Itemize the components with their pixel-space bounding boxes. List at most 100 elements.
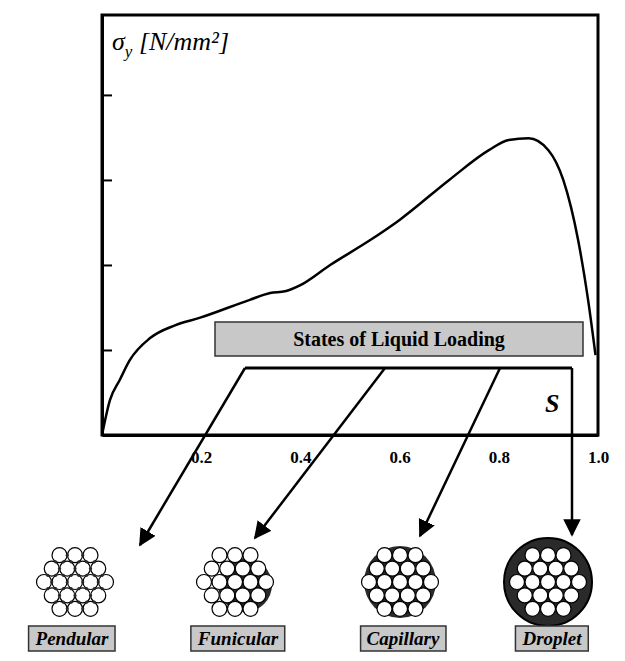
particle	[235, 588, 250, 603]
particle-diagram	[37, 548, 114, 617]
state-label-text: Pendular	[35, 628, 109, 649]
liquid-bridge	[77, 574, 80, 577]
state-label: Droplet	[515, 626, 588, 651]
liquid-bridge	[89, 594, 92, 597]
liquid-bridge	[66, 554, 69, 557]
particle-diagram	[197, 548, 274, 617]
arrow	[255, 368, 385, 538]
y-axis-line	[101, 16, 104, 436]
particle	[393, 575, 408, 590]
state-label-box	[29, 626, 115, 651]
liquid-bridge	[77, 587, 80, 590]
arrow	[420, 368, 500, 536]
x-tick: 0.8	[489, 435, 510, 467]
particle	[548, 561, 563, 576]
particle	[362, 575, 377, 590]
liquid-bridge	[85, 587, 88, 590]
particle	[83, 548, 98, 563]
x-tick-label: 0.8	[489, 448, 510, 467]
particle	[243, 601, 258, 616]
particle	[75, 561, 90, 576]
particle	[385, 588, 400, 603]
particle	[44, 588, 59, 603]
x-tick-label: 0.4	[290, 448, 312, 467]
particle	[517, 561, 532, 576]
particle	[212, 575, 227, 590]
particle	[243, 548, 258, 563]
liquid-bridge	[54, 601, 57, 604]
liquid-bridge	[70, 587, 73, 590]
liquid-bridge	[46, 574, 49, 577]
particle	[60, 561, 75, 576]
y-tick-mark	[102, 349, 112, 351]
liquid-bridge	[73, 594, 76, 597]
y-axis	[102, 16, 112, 436]
particle	[408, 575, 423, 590]
particle	[541, 601, 556, 616]
liquid-bridge	[93, 574, 96, 577]
particle	[75, 588, 90, 603]
particle	[212, 601, 227, 616]
liquid-bridge	[101, 574, 104, 577]
liquid-bridge	[93, 601, 96, 604]
particle	[37, 575, 52, 590]
particle	[541, 548, 556, 563]
particle	[400, 561, 415, 576]
data-line	[102, 138, 596, 435]
y-tick	[102, 95, 112, 96]
state-label-box	[191, 626, 285, 651]
particle	[212, 548, 227, 563]
state-label-box	[515, 626, 588, 651]
x-tick-label: 0.2	[191, 448, 212, 467]
particle	[204, 561, 219, 576]
liquid-bridge	[81, 607, 84, 610]
particle	[83, 601, 98, 616]
particle	[228, 601, 243, 616]
particle	[251, 561, 266, 576]
particle	[204, 588, 219, 603]
particle	[525, 548, 540, 563]
particle	[251, 588, 266, 603]
liquid-bridge	[70, 601, 73, 604]
particle	[416, 561, 431, 576]
particle	[243, 575, 258, 590]
liquid-bridge	[66, 607, 69, 610]
particle	[52, 575, 67, 590]
liquid-bridge	[58, 567, 61, 570]
particle	[99, 575, 114, 590]
particle	[533, 588, 548, 603]
particle-diagram	[504, 538, 592, 626]
liquid-bridge	[54, 574, 57, 577]
liquid-bridge	[58, 594, 61, 597]
particle	[385, 561, 400, 576]
liquid-bridge	[85, 574, 88, 577]
state-label-text: Capillary	[367, 628, 440, 649]
liquid-bridge	[93, 560, 96, 563]
liquid-bridge	[77, 560, 80, 563]
state-label-text: Droplet	[521, 628, 582, 649]
liquid-bridge	[101, 587, 104, 590]
y-tick	[102, 265, 112, 266]
liquid-bridge	[85, 601, 88, 604]
liquid-bridge	[46, 587, 49, 590]
y-tick	[102, 180, 112, 181]
liquid-bridge	[93, 587, 96, 590]
particle	[68, 601, 83, 616]
liquid-bridge	[81, 580, 84, 583]
particle	[416, 588, 431, 603]
x-tick: 0.4	[290, 435, 312, 467]
annotation-box	[215, 322, 583, 356]
particle	[408, 548, 423, 563]
liquid-bridge	[85, 560, 88, 563]
x-axis-line	[103, 434, 599, 437]
particle	[424, 575, 439, 590]
particle	[228, 575, 243, 590]
particle	[220, 588, 235, 603]
particle	[533, 561, 548, 576]
particle	[220, 561, 235, 576]
y-axis-title: σy [N/mm²]	[112, 27, 229, 61]
particle	[572, 575, 587, 590]
particle	[564, 588, 579, 603]
arrow	[140, 368, 245, 545]
particle	[556, 575, 571, 590]
